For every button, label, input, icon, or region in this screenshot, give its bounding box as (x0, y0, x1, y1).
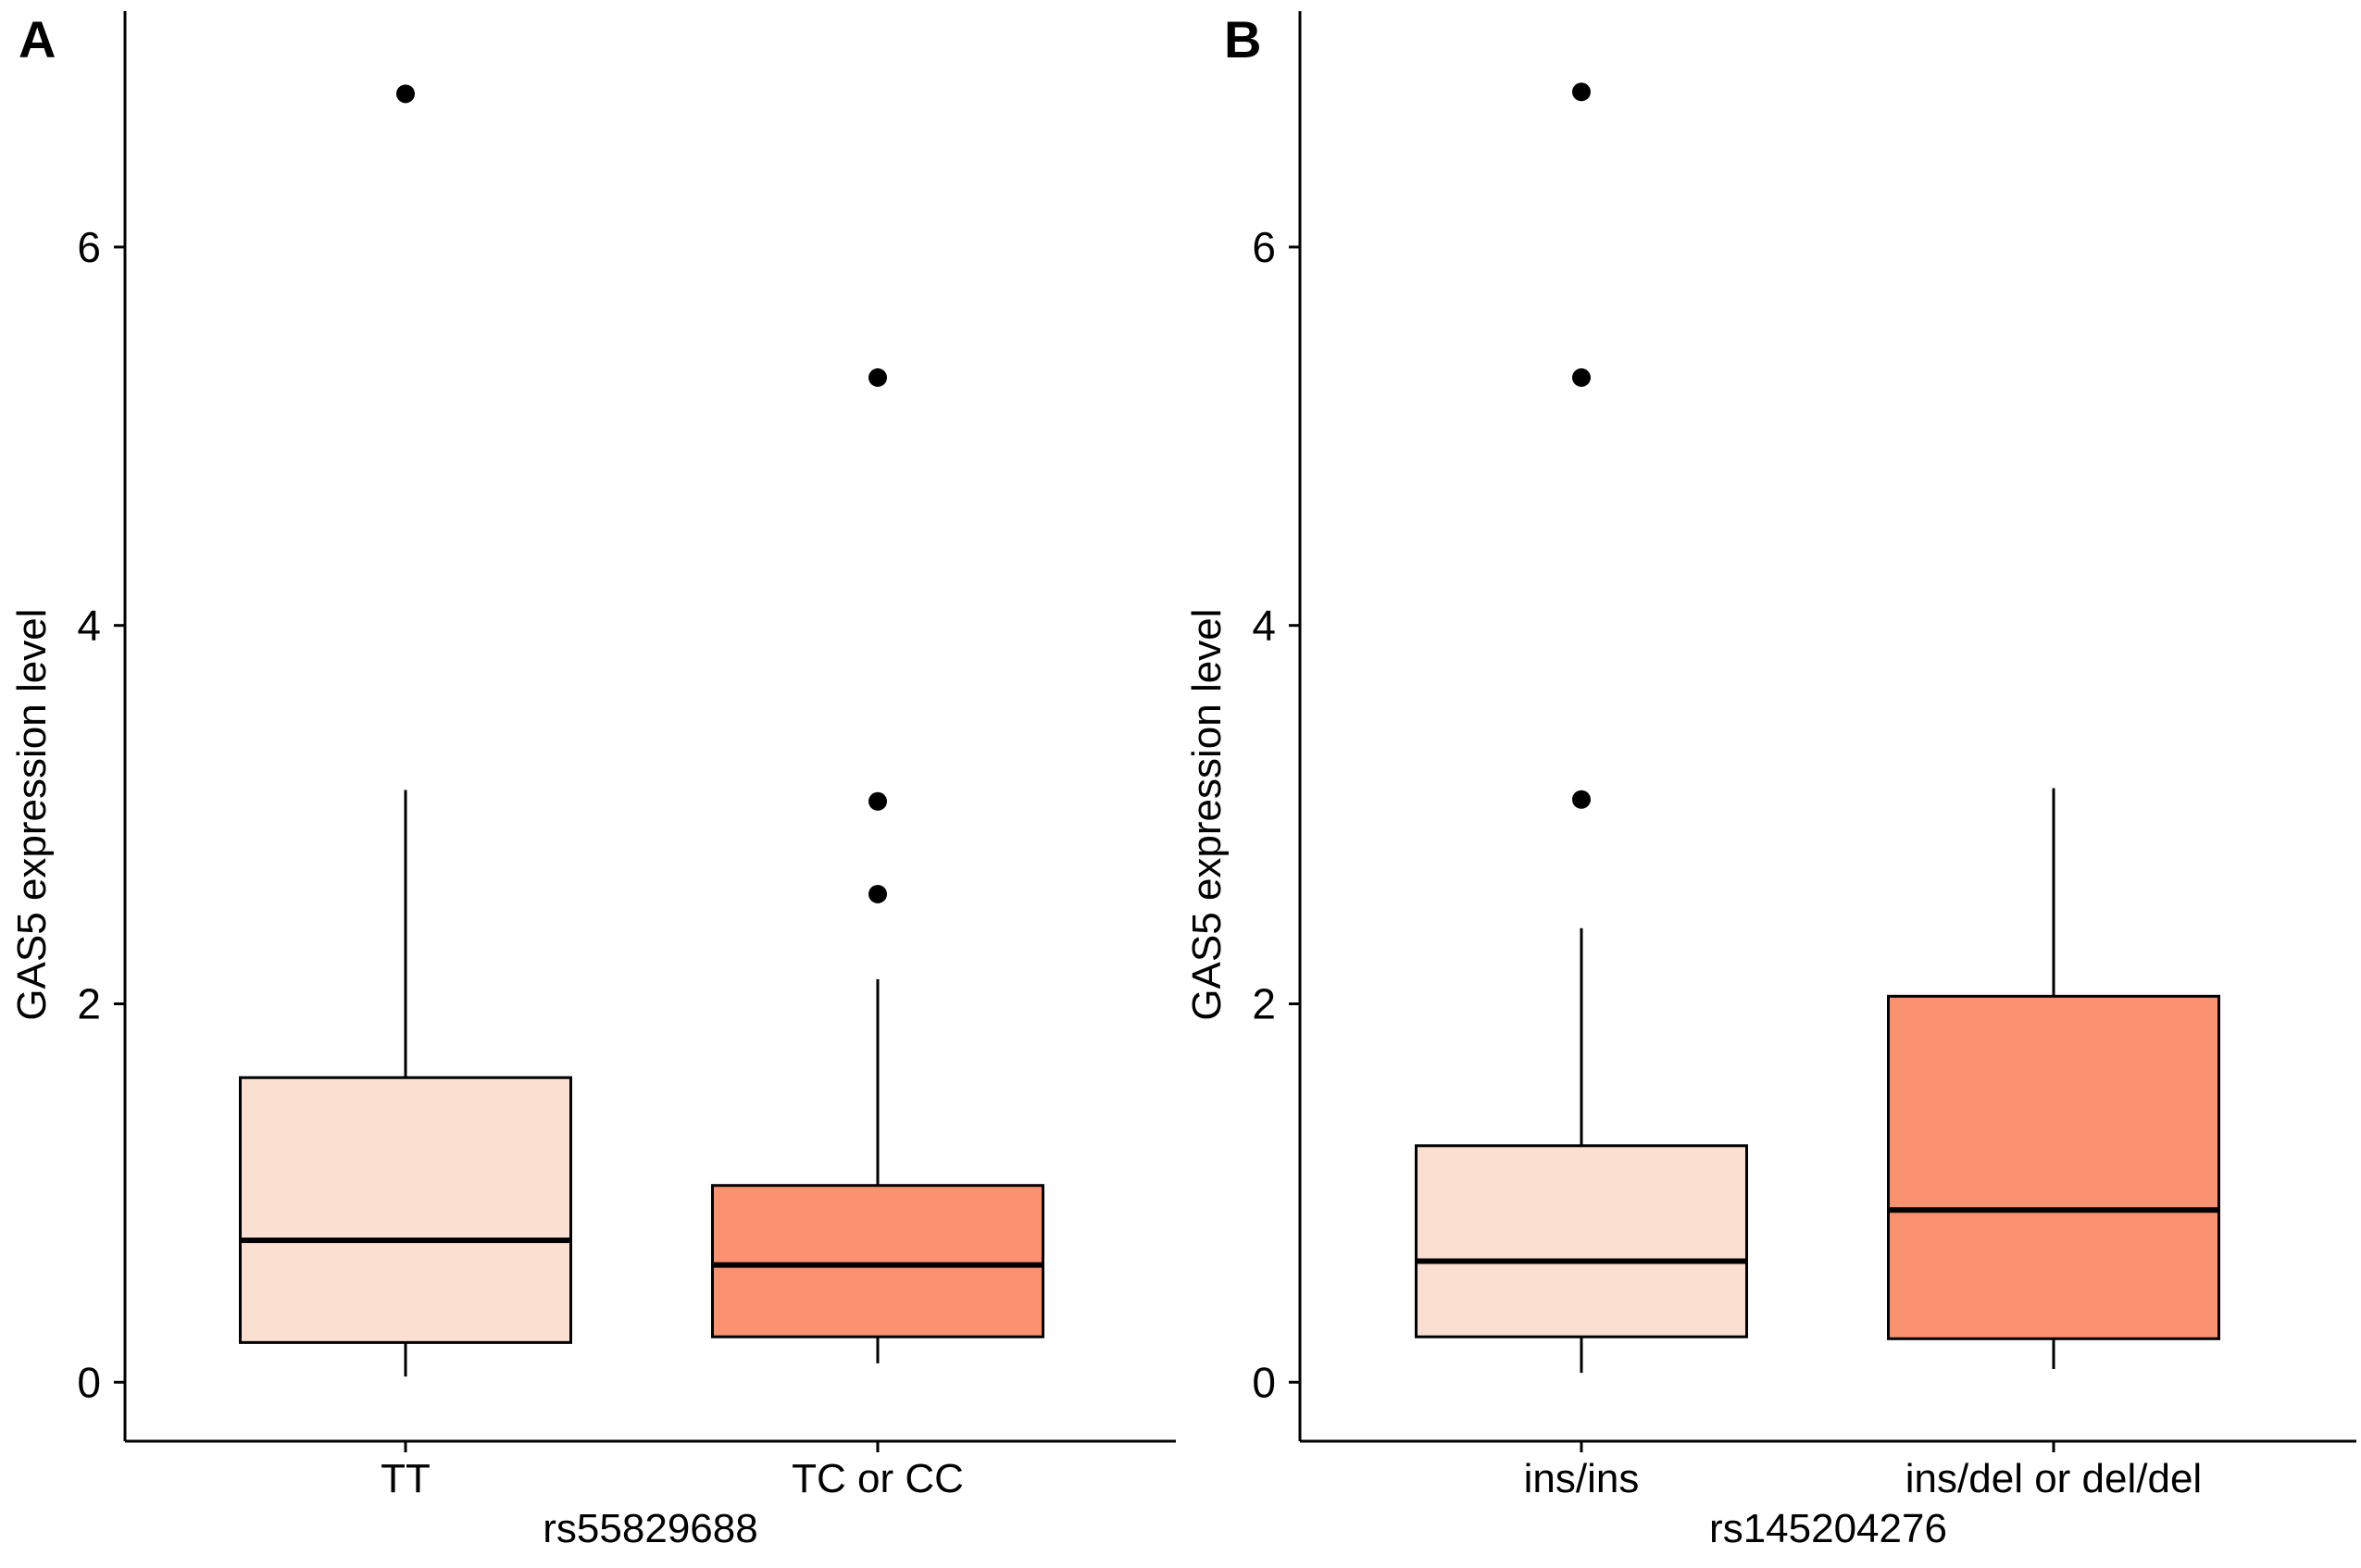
outlier-point-ins-ins (1572, 367, 1591, 387)
outlier-point-ins-ins (1572, 82, 1591, 102)
panel-a-y-tick-label: 0 (77, 1358, 101, 1406)
panel-a-y-axis-title: GAS5 expression level (9, 609, 55, 1021)
outlier-point-tc-or-cc (868, 884, 887, 903)
panel-b-x-axis-title: rs145204276 (1709, 1506, 1947, 1551)
panel-b-y-tick-label: 2 (1252, 980, 1276, 1028)
outlier-point-ins-ins (1572, 790, 1591, 809)
outlier-point-tc-or-cc (868, 791, 887, 811)
panel-b-y-tick-label: 6 (1252, 223, 1276, 271)
panel-b-y-tick-label: 4 (1252, 602, 1276, 650)
panel-b-y-tick-label: 0 (1252, 1358, 1276, 1406)
box-ins-del-or-del-del (1887, 994, 2220, 1340)
x-category-label-tt: TT (381, 1456, 431, 1501)
outlier-point-tt (396, 84, 415, 104)
panel-a-letter: A (19, 10, 56, 68)
panel-a-y-tick-label: 2 (77, 980, 101, 1028)
panel-a-x-axis-title: rs55829688 (543, 1506, 757, 1551)
outlier-point-tc-or-cc (868, 367, 887, 387)
box-tt (239, 1076, 572, 1344)
panel-b-letter: B (1224, 10, 1261, 68)
panel-b-y-axis-title: GAS5 expression level (1184, 609, 1230, 1021)
x-category-label-tc-or-cc: TC or CC (792, 1456, 964, 1501)
box-tc-or-cc (711, 1184, 1044, 1338)
x-category-label-ins-ins: ins/ins (1524, 1456, 1640, 1501)
panel-a-y-tick-label: 6 (77, 223, 101, 271)
box-ins-ins (1415, 1144, 1748, 1338)
panel-a-y-tick-label: 4 (77, 602, 101, 650)
x-category-label-ins-del-or-del-del: ins/del or del/del (1905, 1456, 2202, 1501)
